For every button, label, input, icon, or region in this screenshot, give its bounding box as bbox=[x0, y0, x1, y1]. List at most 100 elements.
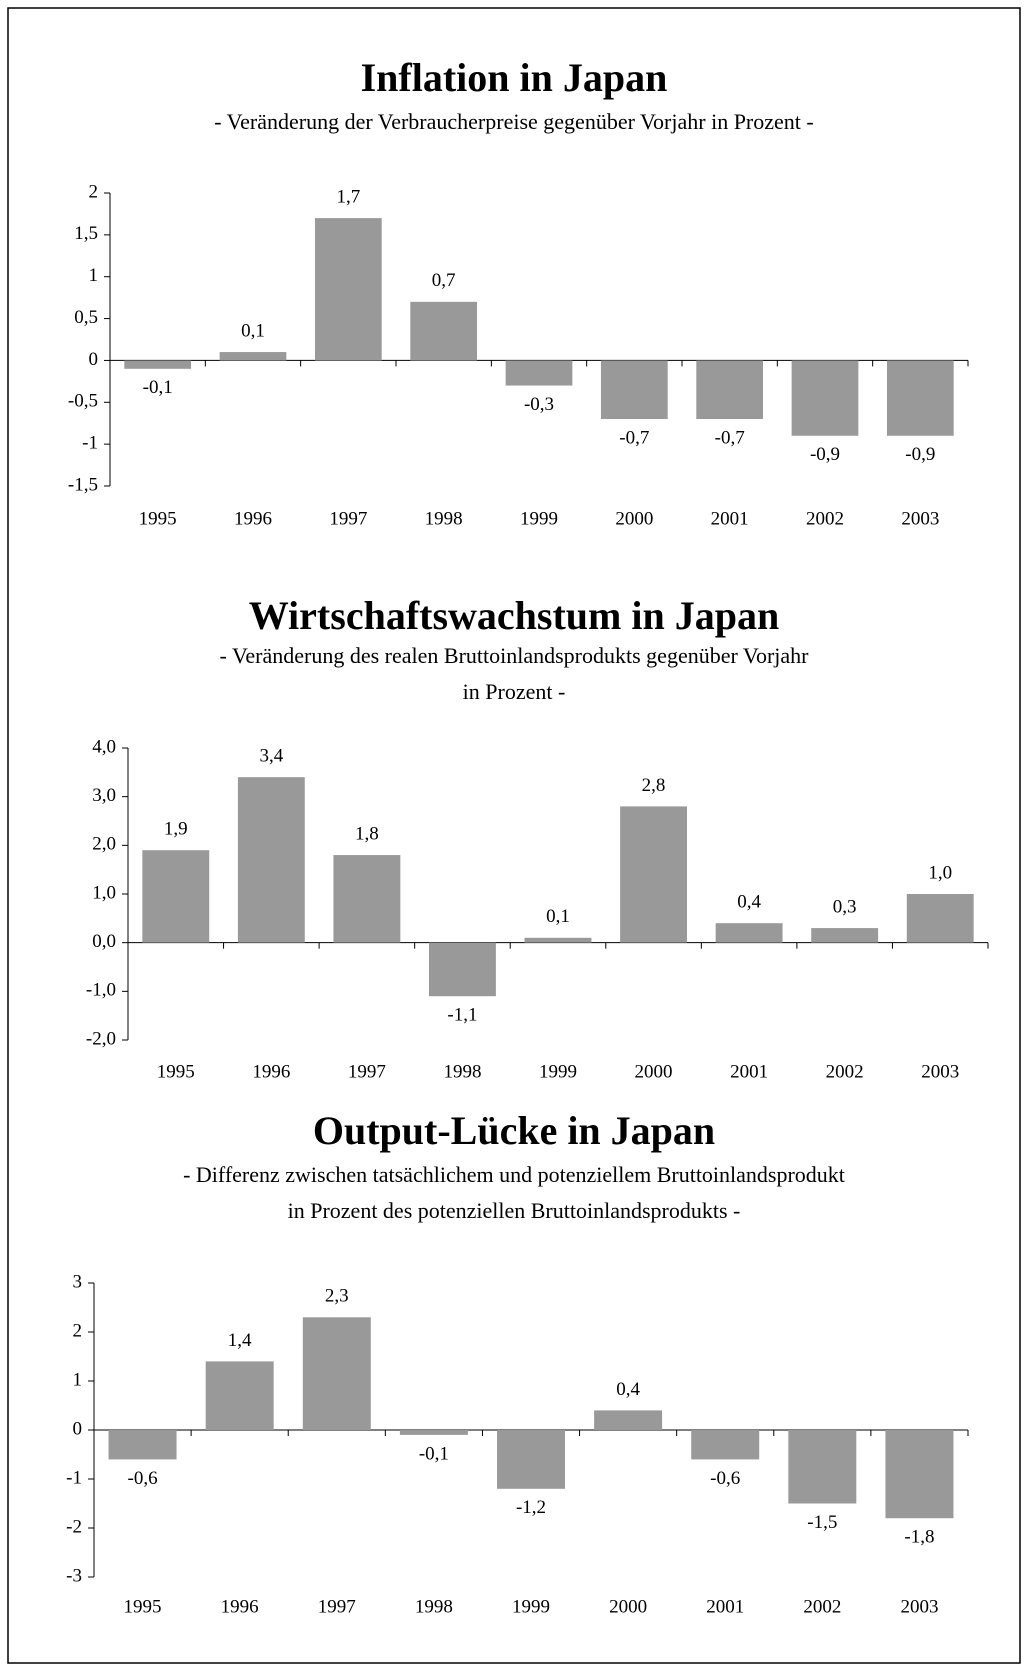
value-label: -0,9 bbox=[905, 444, 935, 465]
x-tick-label: 1995 bbox=[157, 1061, 195, 1082]
y-tick-label: -2,0 bbox=[86, 1028, 116, 1049]
value-label: 1,7 bbox=[336, 186, 360, 207]
bar bbox=[399, 1430, 468, 1435]
value-label: -0,3 bbox=[524, 394, 554, 415]
bar bbox=[219, 352, 287, 361]
bar bbox=[788, 1430, 857, 1504]
bar bbox=[691, 1430, 760, 1460]
value-label: 2,3 bbox=[325, 1286, 349, 1307]
y-tick-label: 1,0 bbox=[92, 882, 116, 903]
x-tick-label: 1999 bbox=[539, 1061, 577, 1082]
value-label: 0,1 bbox=[241, 320, 265, 341]
x-tick-label: 2001 bbox=[730, 1061, 768, 1082]
value-label: -1,2 bbox=[516, 1497, 546, 1518]
y-tick-label: -1 bbox=[82, 433, 98, 454]
value-label: -0,9 bbox=[810, 444, 840, 465]
value-label: 3,4 bbox=[259, 746, 283, 767]
x-tick-label: 1999 bbox=[520, 508, 558, 529]
value-label: -0,7 bbox=[619, 427, 649, 448]
x-tick-label: 2000 bbox=[615, 508, 653, 529]
value-label: 1,9 bbox=[164, 819, 188, 840]
x-tick-label: 1998 bbox=[415, 1596, 453, 1617]
bar bbox=[524, 937, 592, 943]
x-tick-label: 2000 bbox=[635, 1061, 673, 1082]
x-tick-label: 2003 bbox=[921, 1061, 959, 1082]
x-tick-label: 1995 bbox=[124, 1596, 162, 1617]
y-tick-label: 0,0 bbox=[92, 931, 116, 952]
bar bbox=[205, 1361, 274, 1430]
value-label: 1,8 bbox=[355, 823, 379, 844]
bar bbox=[124, 360, 192, 369]
chart-subtitle: - Veränderung des realen Bruttoinlandspr… bbox=[220, 643, 810, 668]
y-tick-label: -1,5 bbox=[68, 474, 98, 495]
x-tick-label: 1999 bbox=[512, 1596, 550, 1617]
value-label: -1,1 bbox=[447, 1005, 477, 1026]
y-tick-label: -2 bbox=[66, 1516, 82, 1537]
y-tick-label: 2 bbox=[73, 1320, 83, 1341]
x-tick-label: 1995 bbox=[139, 508, 177, 529]
bar bbox=[886, 360, 954, 436]
value-label: 2,8 bbox=[642, 775, 666, 796]
value-label: -0,7 bbox=[715, 427, 745, 448]
bar bbox=[314, 218, 382, 361]
chart-title: Inflation in Japan bbox=[361, 55, 668, 100]
chart-subtitle: - Differenz zwischen tatsächlichem und p… bbox=[183, 1162, 845, 1187]
y-tick-label: -1 bbox=[66, 1467, 82, 1488]
bar bbox=[237, 777, 305, 943]
bar bbox=[906, 894, 974, 943]
x-tick-label: 1997 bbox=[329, 508, 367, 529]
value-label: -0,1 bbox=[419, 1443, 449, 1464]
bar bbox=[600, 360, 668, 420]
x-tick-label: 2002 bbox=[806, 508, 844, 529]
y-tick-label: -0,5 bbox=[68, 391, 98, 412]
value-label: 0,4 bbox=[737, 892, 761, 913]
y-tick-label: -1,0 bbox=[86, 980, 116, 1001]
chart-subtitle: in Prozent des potenziellen Bruttoinland… bbox=[288, 1198, 741, 1223]
y-tick-label: 0,5 bbox=[74, 307, 98, 328]
bar bbox=[410, 301, 478, 361]
y-tick-label: 0 bbox=[73, 1418, 83, 1439]
bar bbox=[429, 942, 496, 997]
x-tick-label: 2000 bbox=[609, 1596, 647, 1617]
y-tick-label: 4,0 bbox=[92, 736, 116, 757]
x-tick-label: 1998 bbox=[443, 1061, 481, 1082]
value-label: 0,4 bbox=[616, 1379, 640, 1400]
x-tick-label: 1998 bbox=[425, 508, 463, 529]
chart-title: Wirtschaftswachstum in Japan bbox=[249, 593, 779, 638]
bar bbox=[885, 1430, 954, 1519]
y-tick-label: 3,0 bbox=[92, 785, 116, 806]
bar bbox=[715, 923, 783, 943]
chart-subtitle: - Veränderung der Verbraucherpreise gege… bbox=[214, 109, 813, 134]
bar bbox=[108, 1430, 177, 1460]
frame bbox=[7, 7, 1021, 1664]
x-tick-label: 2002 bbox=[826, 1061, 864, 1082]
value-label: -1,8 bbox=[904, 1527, 934, 1548]
x-tick-label: 1996 bbox=[252, 1061, 290, 1082]
y-tick-label: 2,0 bbox=[92, 834, 116, 855]
y-tick-label: 2 bbox=[89, 181, 99, 202]
y-tick-label: -3 bbox=[66, 1565, 82, 1586]
value-label: -0,6 bbox=[710, 1468, 740, 1489]
y-tick-label: 1 bbox=[73, 1369, 83, 1390]
x-tick-label: 2001 bbox=[711, 508, 749, 529]
bar bbox=[505, 360, 573, 386]
x-tick-label: 1996 bbox=[221, 1596, 259, 1617]
bar bbox=[333, 855, 401, 943]
bar bbox=[811, 928, 879, 943]
value-label: -1,5 bbox=[807, 1512, 837, 1533]
value-label: 0,7 bbox=[432, 270, 456, 291]
y-tick-label: 3 bbox=[73, 1271, 83, 1292]
value-label: 1,4 bbox=[228, 1330, 252, 1351]
bar bbox=[620, 806, 687, 943]
y-tick-label: 1,5 bbox=[74, 223, 98, 244]
value-label: -0,6 bbox=[128, 1468, 158, 1489]
x-tick-label: 2001 bbox=[706, 1596, 744, 1617]
chart-subtitle: in Prozent - bbox=[463, 679, 566, 704]
x-tick-label: 2002 bbox=[803, 1596, 841, 1617]
bar bbox=[142, 850, 210, 943]
chart-title: Output-Lücke in Japan bbox=[313, 1108, 715, 1153]
x-tick-label: 1996 bbox=[234, 508, 272, 529]
x-tick-label: 2003 bbox=[901, 508, 939, 529]
value-label: 1,0 bbox=[928, 862, 952, 883]
